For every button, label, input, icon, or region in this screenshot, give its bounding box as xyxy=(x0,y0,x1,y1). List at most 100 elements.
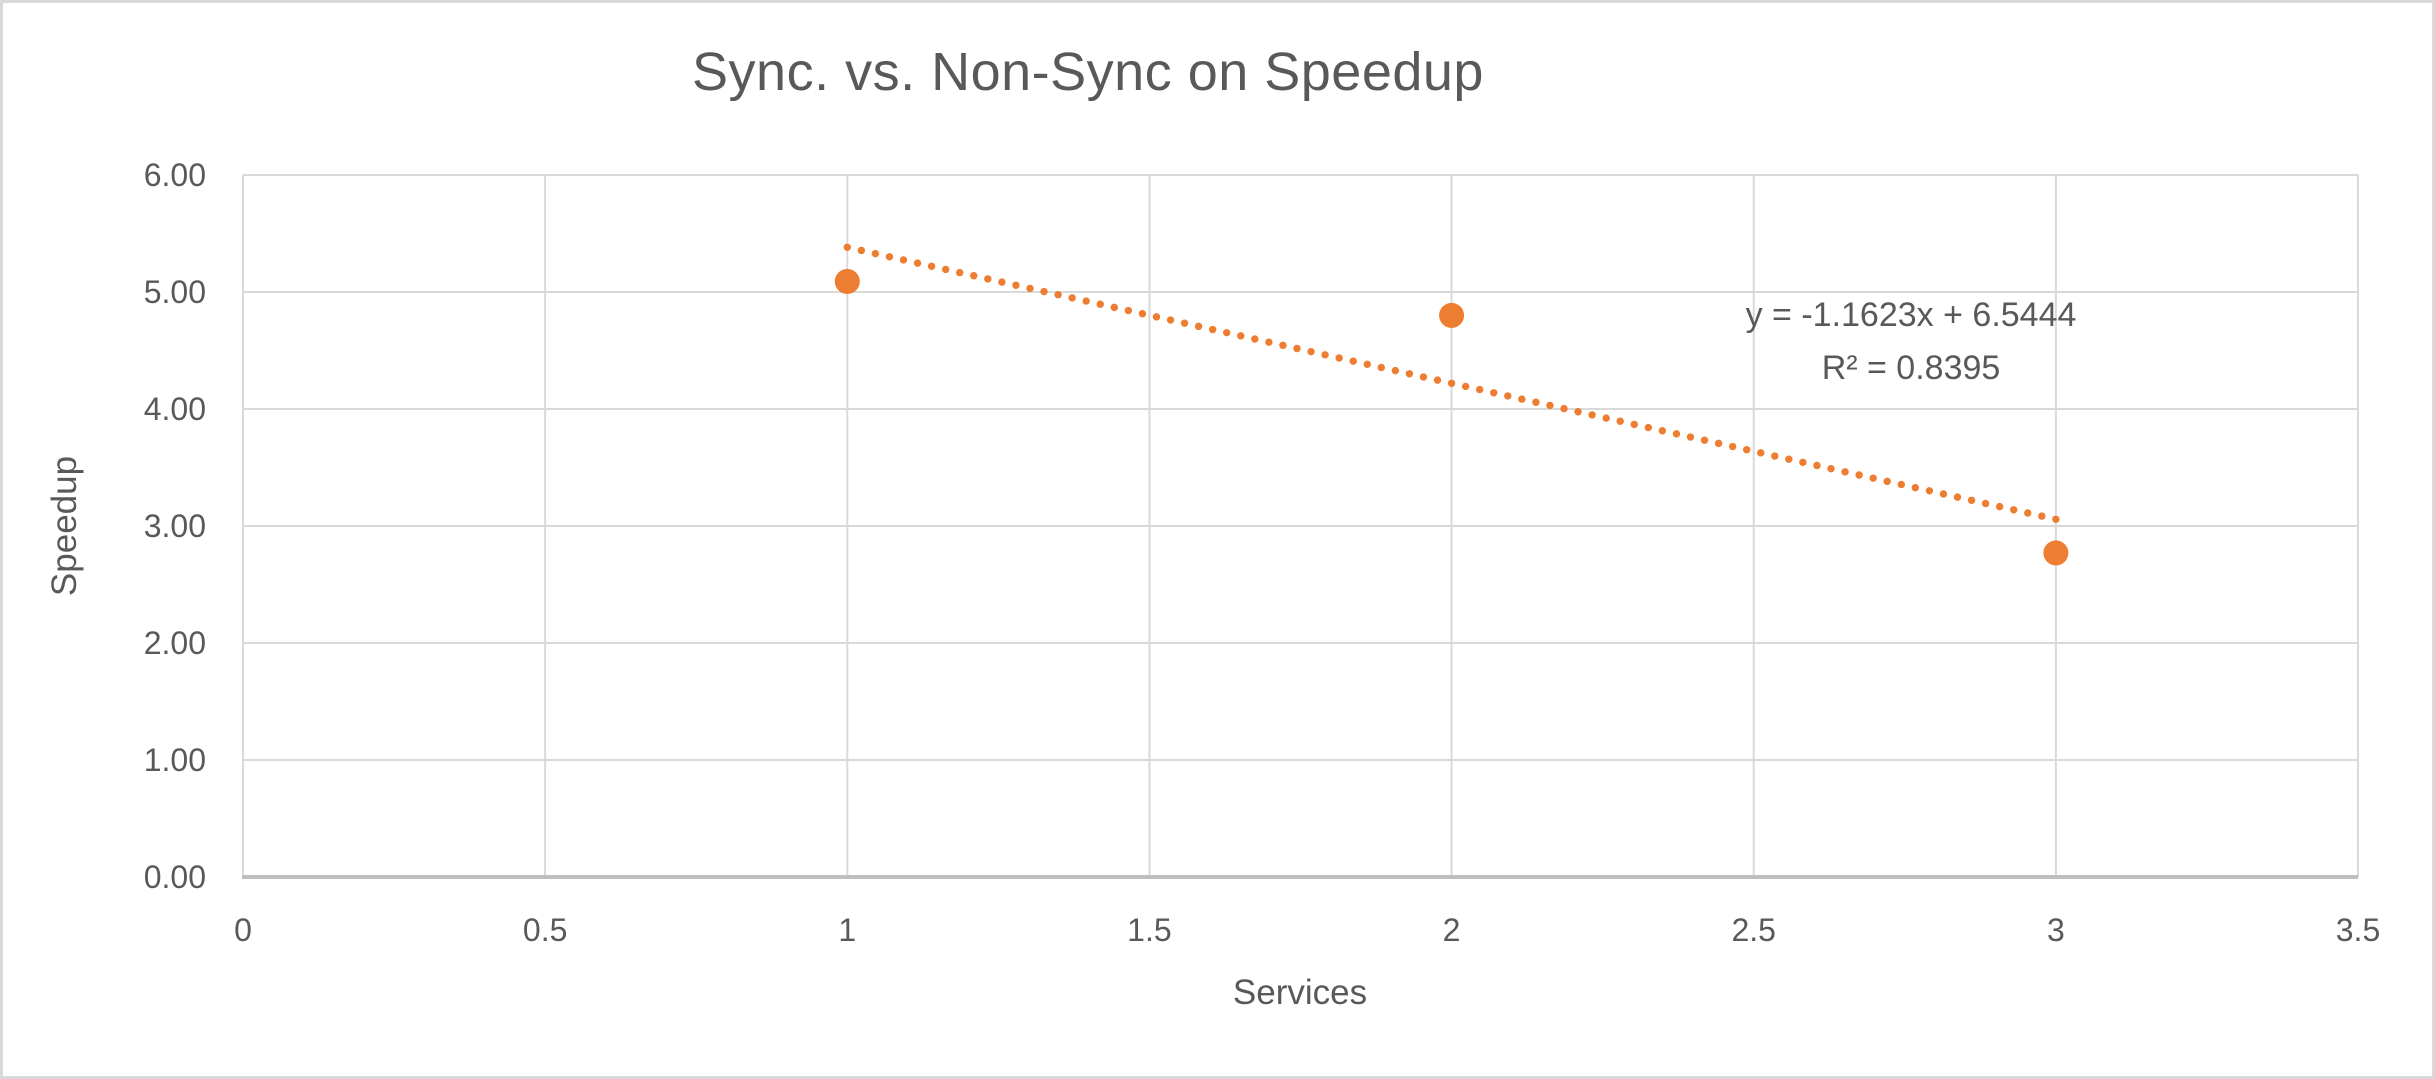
trendline-dot xyxy=(1180,319,1189,327)
trendline-dot xyxy=(1686,433,1695,441)
y-tick-labels: 0.00 1.00 2.00 3.00 4.00 5.00 6.00 xyxy=(144,157,206,895)
trendline[interactable] xyxy=(843,243,2060,523)
trendline-dot xyxy=(1096,300,1104,308)
trendline-dot xyxy=(1124,306,1133,315)
trendline-dot xyxy=(1799,458,1807,467)
trendline-dot xyxy=(2009,506,2018,514)
trendline-dot xyxy=(1771,452,1779,460)
x-tick-label: 3 xyxy=(2047,912,2065,948)
trendline-dot xyxy=(1433,376,1442,384)
trendline-dot xyxy=(1279,341,1287,350)
data-point[interactable] xyxy=(834,268,860,294)
trendline-dot xyxy=(1546,401,1554,410)
trendline-dot xyxy=(1223,328,1231,337)
trendline-dot xyxy=(1574,408,1582,416)
trendline-dot xyxy=(1293,344,1301,353)
trendline-dot xyxy=(1714,439,1723,448)
trendline-dot xyxy=(1672,430,1681,438)
trendline-dot xyxy=(885,253,894,261)
trendline-dot xyxy=(1461,382,1470,391)
trendline-dot xyxy=(1194,322,1203,331)
trendline-dot xyxy=(1110,303,1118,312)
trendline-dot xyxy=(1475,385,1484,394)
trendline-dot xyxy=(1995,502,2004,511)
plot-svg: 0 0.5 1 1.5 2 2.5 3 3.5 0.00 1.00 2.00 3.00 4.00 5.0… xyxy=(144,157,2381,948)
gridlines xyxy=(242,174,2359,878)
trendline-dot xyxy=(1855,471,1863,479)
trendline-dot xyxy=(1082,297,1090,305)
trendline-dot xyxy=(1208,325,1217,334)
x-tick-label: 0 xyxy=(234,912,252,948)
trendline-dot xyxy=(1644,423,1653,432)
trendline-dot xyxy=(1588,411,1596,419)
trendline-dot xyxy=(1321,351,1329,359)
trendline-dot xyxy=(1363,360,1371,369)
trendline-dot xyxy=(1335,354,1343,362)
trendline-dot xyxy=(1490,389,1498,397)
trendline-dot xyxy=(927,262,936,270)
trendline-dot xyxy=(2038,512,2046,520)
trendline-dot xyxy=(857,246,866,255)
y-tick-label: 5.00 xyxy=(144,274,206,310)
trendline-equation: y = -1.1623x + 6.5444 xyxy=(1745,296,2077,334)
trendline-dot xyxy=(1251,335,1259,343)
trendline-dot xyxy=(1700,436,1709,444)
trendline-dot xyxy=(2024,509,2032,517)
trendline-dot xyxy=(1166,316,1175,324)
y-axis-title: Speedup xyxy=(45,455,84,597)
trendline-dot xyxy=(913,259,922,267)
y-tick-label: 3.00 xyxy=(144,508,206,544)
trendline-dot xyxy=(843,243,851,251)
trendline-dot xyxy=(998,278,1006,286)
trendline-dot xyxy=(1757,449,1765,457)
trendline-dot xyxy=(1560,404,1568,413)
trendline-dot xyxy=(1068,294,1076,302)
trendline-dot xyxy=(899,256,908,264)
y-tick-label: 4.00 xyxy=(144,391,206,427)
trendline-dot xyxy=(1152,313,1161,321)
trendline-dot xyxy=(1897,480,1905,489)
trendline-dot xyxy=(1138,310,1147,318)
trendline-dot xyxy=(1026,284,1034,293)
trendline-label: y = -1.1623x + 6.5444 R² = 0.8395 xyxy=(1561,289,2261,395)
trendline-dot xyxy=(1405,370,1414,378)
trendline-dot xyxy=(1265,338,1273,346)
x-tick-label: 2.5 xyxy=(1731,912,1775,948)
trendline-dot xyxy=(1728,442,1737,451)
trendline-dot xyxy=(1307,347,1315,356)
trendline-dot xyxy=(1012,281,1020,289)
trendline-dot xyxy=(1518,395,1526,403)
trendline-dot xyxy=(1869,474,1877,482)
data-point[interactable] xyxy=(1439,302,1465,328)
trendline-dot xyxy=(1981,499,1990,508)
trendline-dot xyxy=(1742,445,1751,454)
x-tick-label: 0.5 xyxy=(523,912,567,948)
trendline-dot xyxy=(2052,515,2060,523)
trendline-dot xyxy=(1237,332,1245,340)
trendline-dot xyxy=(1054,291,1062,299)
trendline-dot xyxy=(1939,490,1948,498)
x-tick-label: 1 xyxy=(838,912,856,948)
chart-title: Sync. vs. Non-Sync on Speedup xyxy=(692,42,1484,102)
trendline-dot xyxy=(970,272,978,280)
trendline-dot xyxy=(1616,417,1624,425)
trendline-dot xyxy=(1883,477,1891,486)
trendline-dot xyxy=(1419,373,1428,381)
x-tick-label: 3.5 xyxy=(2336,912,2380,948)
trendline-dot xyxy=(871,249,880,258)
x-tick-label: 2 xyxy=(1443,912,1461,948)
x-tick-labels: 0 0.5 1 1.5 2 2.5 3 3.5 xyxy=(234,912,2380,948)
y-tick-label: 0.00 xyxy=(144,859,206,895)
trendline-dot xyxy=(1925,487,1934,495)
data-point[interactable] xyxy=(2043,540,2069,566)
trendline-dot xyxy=(1967,496,1976,504)
trendline-dot xyxy=(941,265,950,274)
trendline-dot xyxy=(1953,493,1962,501)
trendline-dot xyxy=(1785,455,1793,463)
y-tick-label: 6.00 xyxy=(144,157,206,193)
trendline-dot xyxy=(1040,287,1048,296)
data-points[interactable] xyxy=(834,268,2069,566)
y-tick-label: 2.00 xyxy=(144,625,206,661)
trendline-dot xyxy=(1532,398,1540,406)
